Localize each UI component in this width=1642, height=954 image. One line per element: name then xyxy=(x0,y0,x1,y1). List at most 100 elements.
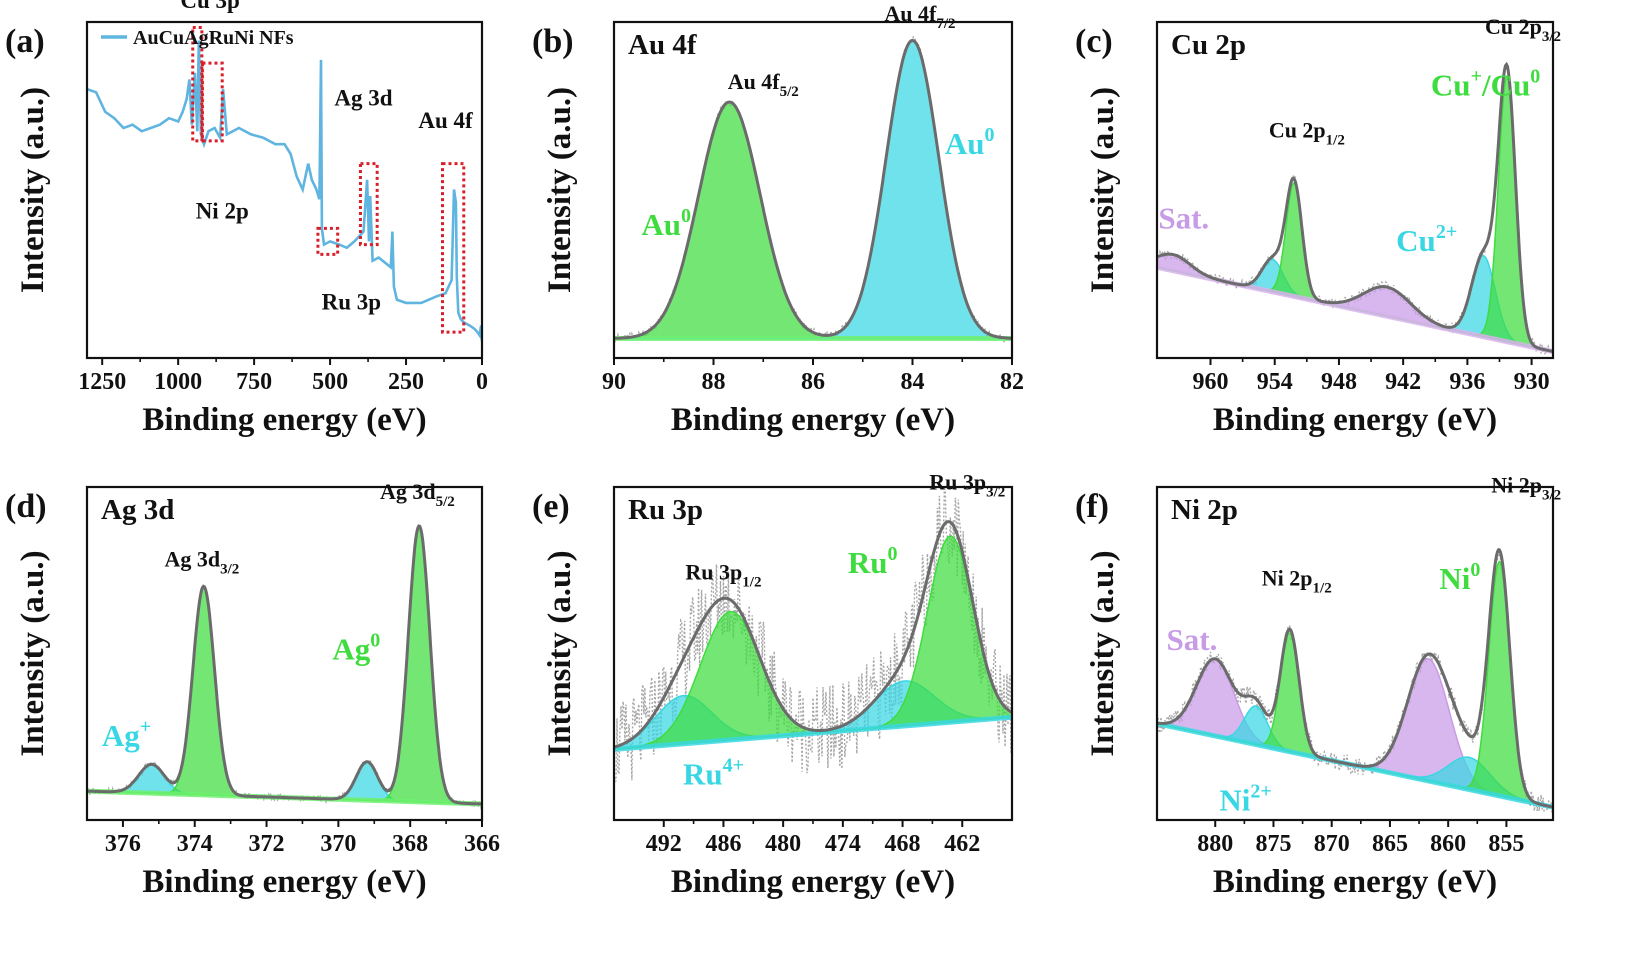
plot-area xyxy=(614,489,1012,788)
peak-label: Ru 3p3/2 xyxy=(929,469,1005,500)
highlight-box xyxy=(200,61,224,143)
plot-frame xyxy=(85,485,484,822)
fit-envelope-line xyxy=(614,38,1012,340)
species-label: Ag+ xyxy=(102,716,151,753)
x-axis-title: Binding energy (eV) xyxy=(671,402,955,438)
region-label: Au 4f xyxy=(418,108,473,133)
panel-letter: (c) xyxy=(1075,23,1113,60)
region-label: Ni 2p xyxy=(196,199,249,224)
x-tick-label: 88 xyxy=(702,369,726,395)
species-label: Ni2+ xyxy=(1219,780,1271,817)
x-tick-label: 366 xyxy=(464,831,500,857)
plot-frame xyxy=(85,20,484,360)
x-tick-label: 368 xyxy=(392,831,428,857)
panel-title: Cu 2p xyxy=(1171,29,1246,61)
highlight-box xyxy=(316,226,340,256)
peak-label: Ag 3d3/2 xyxy=(165,546,240,577)
x-tick-label: 750 xyxy=(236,369,272,395)
survey-spectrum-line xyxy=(87,40,482,342)
panel-title: Ni 2p xyxy=(1171,494,1238,526)
plot-area xyxy=(1157,61,1553,357)
x-axis-title: Binding energy (eV) xyxy=(142,864,426,900)
panel-d: Ag 3d Ag 3d3/2 Ag 3d5/2 Ag0 Ag+ 376 374 372 370 3… xyxy=(5,479,500,900)
x-axis-title: Binding energy (eV) xyxy=(1213,402,1497,438)
x-tick-label: 374 xyxy=(177,831,213,857)
plot-area xyxy=(1157,547,1553,815)
species-label: Ru0 xyxy=(848,543,898,580)
species-label: Cu2+ xyxy=(1396,221,1457,258)
legend-label: AuCuAgRuNi NFs xyxy=(133,27,294,49)
plot-area xyxy=(87,524,482,810)
panel-title: Ag 3d xyxy=(101,494,174,526)
peak-label: Cu 2p3/2 xyxy=(1485,14,1561,45)
x-tick-label: 936 xyxy=(1449,369,1485,395)
fit-envelope-line xyxy=(1157,61,1553,353)
panel-letter: (e) xyxy=(532,488,570,525)
y-axis-title: Intensity (a.u.) xyxy=(542,87,578,293)
x-tick-label: 84 xyxy=(901,369,925,395)
y-axis-title: Intensity (a.u.) xyxy=(15,87,51,293)
y-axis-title: Intensity (a.u.) xyxy=(542,550,578,756)
plot-frame xyxy=(1155,20,1555,360)
x-tick-label: 86 xyxy=(801,369,825,395)
species-label: Ag0 xyxy=(332,630,380,667)
fit-envelope-line xyxy=(614,520,1012,749)
panel-a: Cu 3p Ni 2p Ag 3d Ru 3p Au 4f AuCuAgRuNi NFs 1… xyxy=(5,0,488,438)
panel-title: Au 4f xyxy=(628,29,697,61)
highlight-box xyxy=(358,162,379,247)
peak-label: Au 4f5/2 xyxy=(728,69,799,100)
x-tick-label: 860 xyxy=(1430,831,1466,857)
raw-data-line xyxy=(1157,553,1553,815)
x-tick-label: 875 xyxy=(1255,831,1291,857)
panel-c: Cu 2p Sat. Cu 2p1/2 Cu 2p3/2 Cu+/Cu0 Cu2+ 960 9… xyxy=(1075,14,1561,438)
region-label: Ag 3d xyxy=(334,85,392,110)
x-tick-label: 1250 xyxy=(78,369,126,395)
panel-letter: (f) xyxy=(1075,488,1109,525)
x-tick-label: 468 xyxy=(885,831,921,857)
x-tick-label: 960 xyxy=(1193,369,1229,395)
y-axis-title: Intensity (a.u.) xyxy=(1085,550,1121,756)
x-axis-title: Binding energy (eV) xyxy=(671,864,955,900)
x-tick-label: 376 xyxy=(105,831,141,857)
plot-area xyxy=(614,35,1012,343)
x-tick-label: 948 xyxy=(1321,369,1357,395)
x-tick-label: 90 xyxy=(602,369,626,395)
y-axis-title: Intensity (a.u.) xyxy=(15,550,51,756)
x-tick-label: 480 xyxy=(765,831,801,857)
panel-letter: (d) xyxy=(5,488,47,525)
y-axis-title: Intensity (a.u.) xyxy=(1085,87,1121,293)
x-tick-label: 930 xyxy=(1514,369,1550,395)
x-tick-label: 942 xyxy=(1385,369,1421,395)
x-tick-label: 492 xyxy=(646,831,682,857)
species-label: Cu+/Cu0 xyxy=(1431,66,1540,103)
x-axis-title: Binding energy (eV) xyxy=(142,402,426,438)
x-tick-label: 500 xyxy=(312,369,348,395)
x-tick-label: 474 xyxy=(825,831,861,857)
x-tick-label: 486 xyxy=(705,831,741,857)
panel-letter: (a) xyxy=(5,23,45,60)
x-tick-label: 954 xyxy=(1257,369,1293,395)
x-tick-label: 250 xyxy=(388,369,424,395)
region-label: Ru 3p xyxy=(322,289,381,314)
peak-label: Cu 2p1/2 xyxy=(1269,118,1345,149)
x-tick-label: 870 xyxy=(1314,831,1350,857)
species-label: Ru4+ xyxy=(683,755,744,792)
highlight-box xyxy=(441,162,466,334)
fit-envelope-line xyxy=(87,524,482,806)
plot-area xyxy=(87,26,482,342)
fit-component-green xyxy=(87,525,482,805)
x-tick-label: 855 xyxy=(1488,831,1524,857)
x-tick-label: 0 xyxy=(476,369,488,395)
peak-label: Au 4f7/2 xyxy=(884,1,955,32)
species-label: Au0 xyxy=(945,124,995,161)
panel-letter: (b) xyxy=(532,23,574,60)
panel-title: Ru 3p xyxy=(628,494,703,526)
background-line xyxy=(614,714,1012,752)
x-tick-label: 462 xyxy=(944,831,980,857)
panel-b: Au 4f Au 4f5/2 Au 4f7/2 Au0 Au0 90 88 86 84 82 Bin… xyxy=(532,1,1024,438)
x-tick-label: 880 xyxy=(1197,831,1233,857)
species-label: Au0 xyxy=(641,205,691,242)
